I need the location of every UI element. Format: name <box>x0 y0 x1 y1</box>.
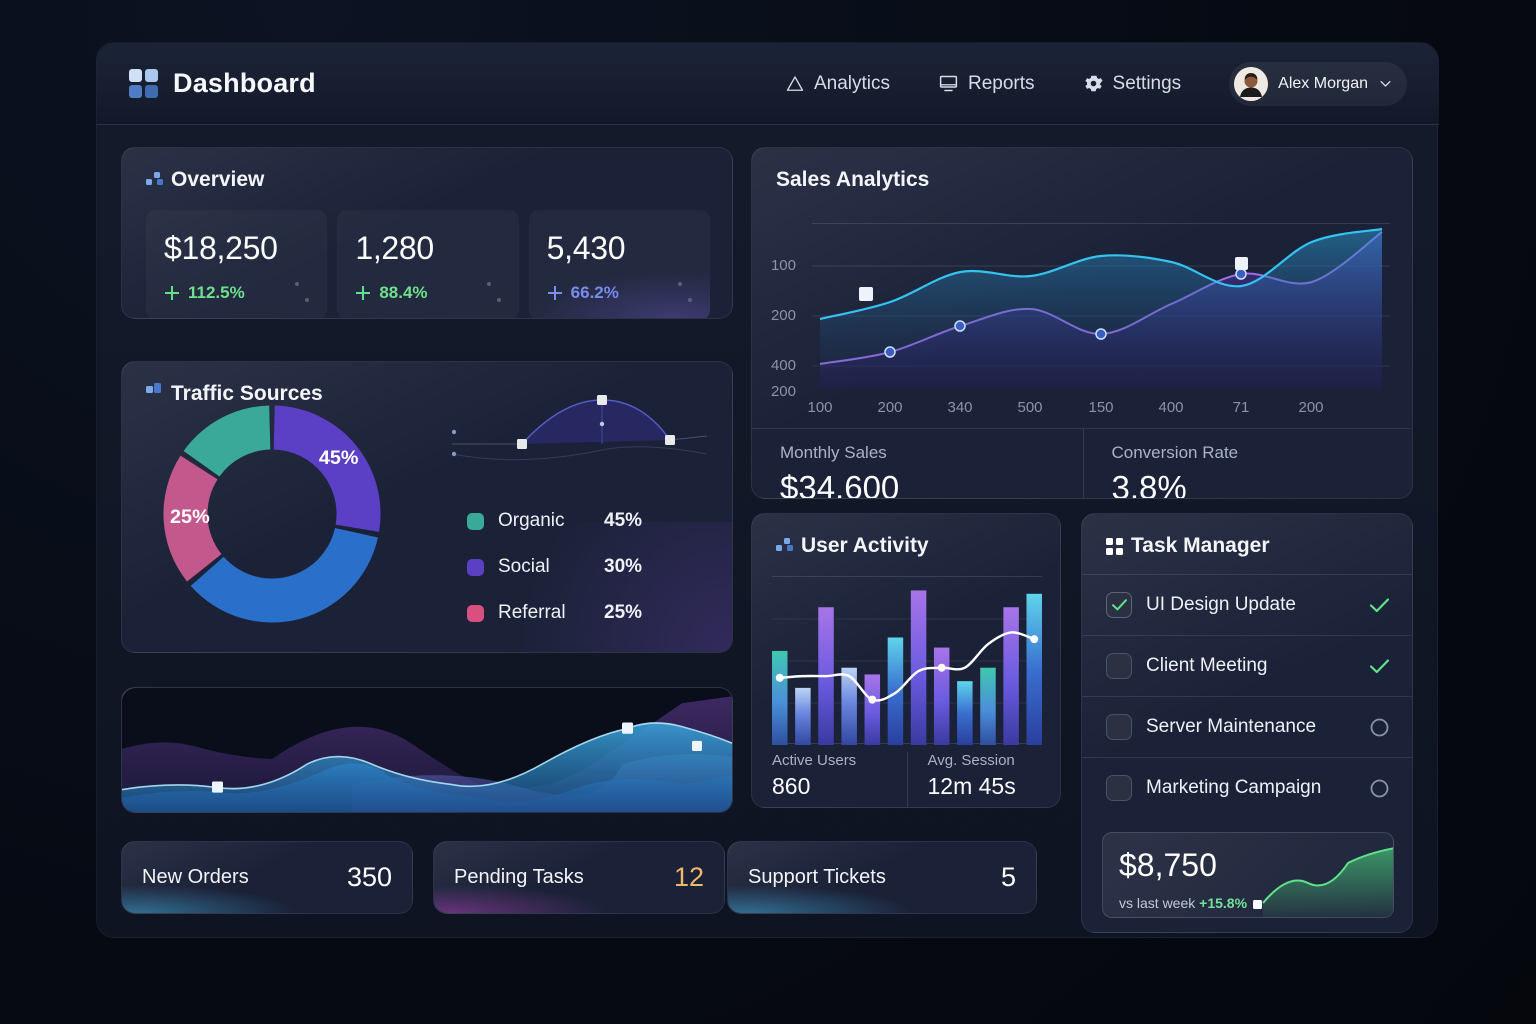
svg-text:500: 500 <box>1017 399 1042 416</box>
svg-text:200: 200 <box>877 399 902 416</box>
svg-text:100: 100 <box>807 399 832 416</box>
svg-text:400: 400 <box>771 357 796 374</box>
svg-text:45%: 45% <box>319 447 359 469</box>
svg-text:200: 200 <box>771 383 796 400</box>
svg-text:200: 200 <box>1298 399 1323 416</box>
svg-text:71: 71 <box>1233 399 1250 416</box>
svg-text:100: 100 <box>771 257 796 274</box>
svg-text:200: 200 <box>771 307 796 324</box>
svg-text:150: 150 <box>1088 399 1113 416</box>
svg-text:25%: 25% <box>170 506 210 528</box>
svg-text:400: 400 <box>1158 399 1183 416</box>
svg-text:340: 340 <box>947 399 972 416</box>
